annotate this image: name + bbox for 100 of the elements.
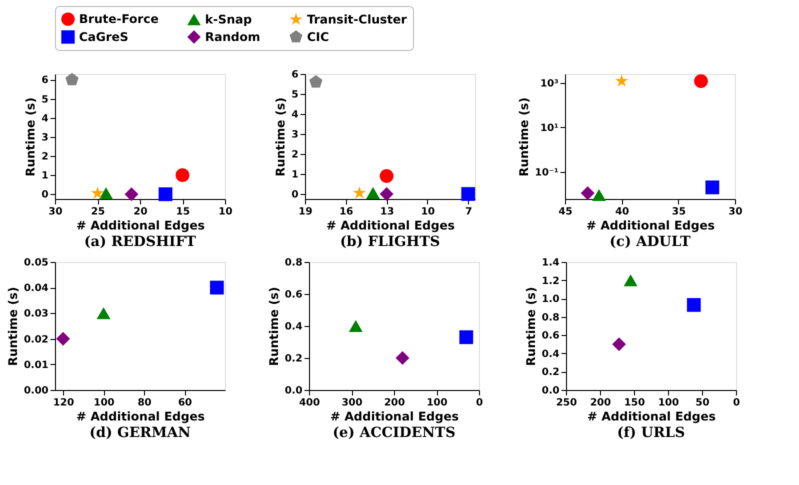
- y-axis-title: Runtime (s): [266, 286, 281, 366]
- x-tick-label: 80: [138, 398, 152, 408]
- x-tick-label: 250: [556, 398, 577, 408]
- x-tick-label: 200: [384, 398, 405, 408]
- y-tick-label: 0.6: [284, 290, 303, 300]
- point: [615, 74, 628, 87]
- y-axis-title: Runtime (s): [516, 97, 531, 177]
- y-tick-label: 0.04: [24, 283, 49, 294]
- y-tick-label: 4: [42, 113, 49, 124]
- x-tick-label: 200: [590, 398, 611, 408]
- legend-label: k-Snap: [205, 12, 252, 26]
- y-tick-label: 0.2: [542, 367, 560, 378]
- x-tick-label: 120: [53, 398, 74, 408]
- x-tick-label: 25: [91, 206, 105, 218]
- text: (f) URLS: [617, 425, 685, 441]
- y-tick-label: 0.4: [284, 322, 303, 332]
- y-tick-label: 3: [292, 130, 299, 140]
- point: [612, 337, 626, 352]
- y-tick-label: 1.4: [542, 258, 560, 268]
- y-tick-label: 3: [42, 132, 49, 144]
- x-tick-label: 16: [339, 206, 354, 218]
- point: [96, 307, 110, 320]
- legend-label: Brute-Force: [79, 12, 159, 26]
- y-tick-label: 0: [42, 190, 49, 201]
- point: [176, 168, 190, 182]
- point: [592, 189, 606, 202]
- y-tick-label: 2: [292, 150, 299, 160]
- y-tick-label: 0.00: [24, 386, 49, 396]
- y-tick-label: 0.05: [24, 258, 49, 268]
- point: [309, 75, 322, 88]
- y-tick-label: 0.0: [284, 386, 303, 396]
- y-axis-title: Runtime (s): [524, 286, 538, 366]
- point: [686, 298, 701, 312]
- legend-label: Random: [205, 30, 260, 44]
- point: [210, 280, 224, 294]
- point: [624, 274, 638, 286]
- point: [380, 169, 394, 183]
- point: [124, 187, 138, 202]
- y-tick-label: 0.01: [24, 360, 49, 371]
- x-tick-label: 0: [733, 398, 740, 408]
- x-tick-label: 100: [658, 398, 679, 408]
- point: [396, 351, 410, 365]
- legend-label: CaGreS: [79, 30, 128, 44]
- y-tick-label: 0.4: [542, 348, 560, 360]
- point: [56, 332, 70, 346]
- y-tick-label: 4: [292, 110, 299, 120]
- x-tick-label: 10: [218, 206, 232, 218]
- x-tick-label: 60: [178, 398, 192, 408]
- x-tick-label: 0: [476, 398, 484, 408]
- x-tick-label: 13: [380, 206, 394, 218]
- x-tick-label: 40: [615, 206, 630, 218]
- x-tick-label: 45: [558, 206, 572, 218]
- x-tick-label: 10: [420, 206, 435, 218]
- x-axis-title: # Additional Edges: [326, 218, 455, 232]
- y-tick-label: 0.03: [24, 308, 49, 320]
- x-tick-label: 19: [298, 206, 312, 218]
- legend-label: Transit-Cluster: [307, 12, 407, 26]
- y-axis-title: Runtime (s): [24, 97, 38, 177]
- y-tick-label: 6: [292, 70, 299, 80]
- text: (a) REDSHIFT: [84, 234, 197, 250]
- point: [352, 186, 366, 199]
- y-tick-label: 0.2: [284, 354, 303, 364]
- y-tick-label: 1: [42, 170, 49, 182]
- y-tick-label: 10⁻¹: [534, 167, 558, 178]
- point: [459, 330, 474, 344]
- point: [366, 187, 380, 199]
- x-tick-label: 35: [672, 206, 686, 218]
- y-axis-title: Runtime (s): [274, 97, 288, 177]
- legend-label: CIC: [307, 30, 330, 44]
- x-axis-title: # Additional Edges: [76, 410, 205, 424]
- y-tick-label: 2: [42, 152, 49, 163]
- y-tick-label: 1.2: [542, 276, 560, 287]
- point: [705, 180, 720, 194]
- y-tick-label: 0.02: [24, 334, 49, 346]
- x-tick-label: 400: [299, 398, 320, 408]
- text: (e) ACCIDENTS: [332, 425, 456, 441]
- y-tick-label: 10¹: [540, 122, 558, 134]
- x-tick-label: 15: [176, 206, 190, 218]
- x-tick-label: 100: [426, 398, 448, 408]
- point: [694, 74, 708, 88]
- x-axis-title: # Additional Edges: [587, 410, 716, 424]
- y-tick-label: 0.8: [542, 312, 560, 324]
- x-axis-title: # Additional Edges: [330, 410, 459, 424]
- x-tick-label: 30: [48, 206, 62, 218]
- x-tick-label: 30: [728, 206, 742, 218]
- point: [158, 187, 172, 202]
- y-tick-label: 0.8: [284, 258, 303, 268]
- point: [90, 186, 104, 199]
- point: [380, 187, 394, 201]
- x-tick-label: 300: [342, 398, 362, 408]
- point: [65, 72, 79, 86]
- text: (c) ADULT: [610, 234, 692, 250]
- y-tick-label: 0.6: [542, 330, 560, 342]
- text: (b) FLIGHTS: [340, 234, 440, 250]
- point: [580, 186, 595, 200]
- x-axis-title: # Additional Edges: [586, 218, 715, 232]
- y-tick-label: 0.0: [542, 386, 560, 396]
- x-tick-label: 50: [696, 398, 710, 408]
- y-tick-label: 1.0: [542, 294, 560, 306]
- y-tick-label: 6: [42, 75, 49, 86]
